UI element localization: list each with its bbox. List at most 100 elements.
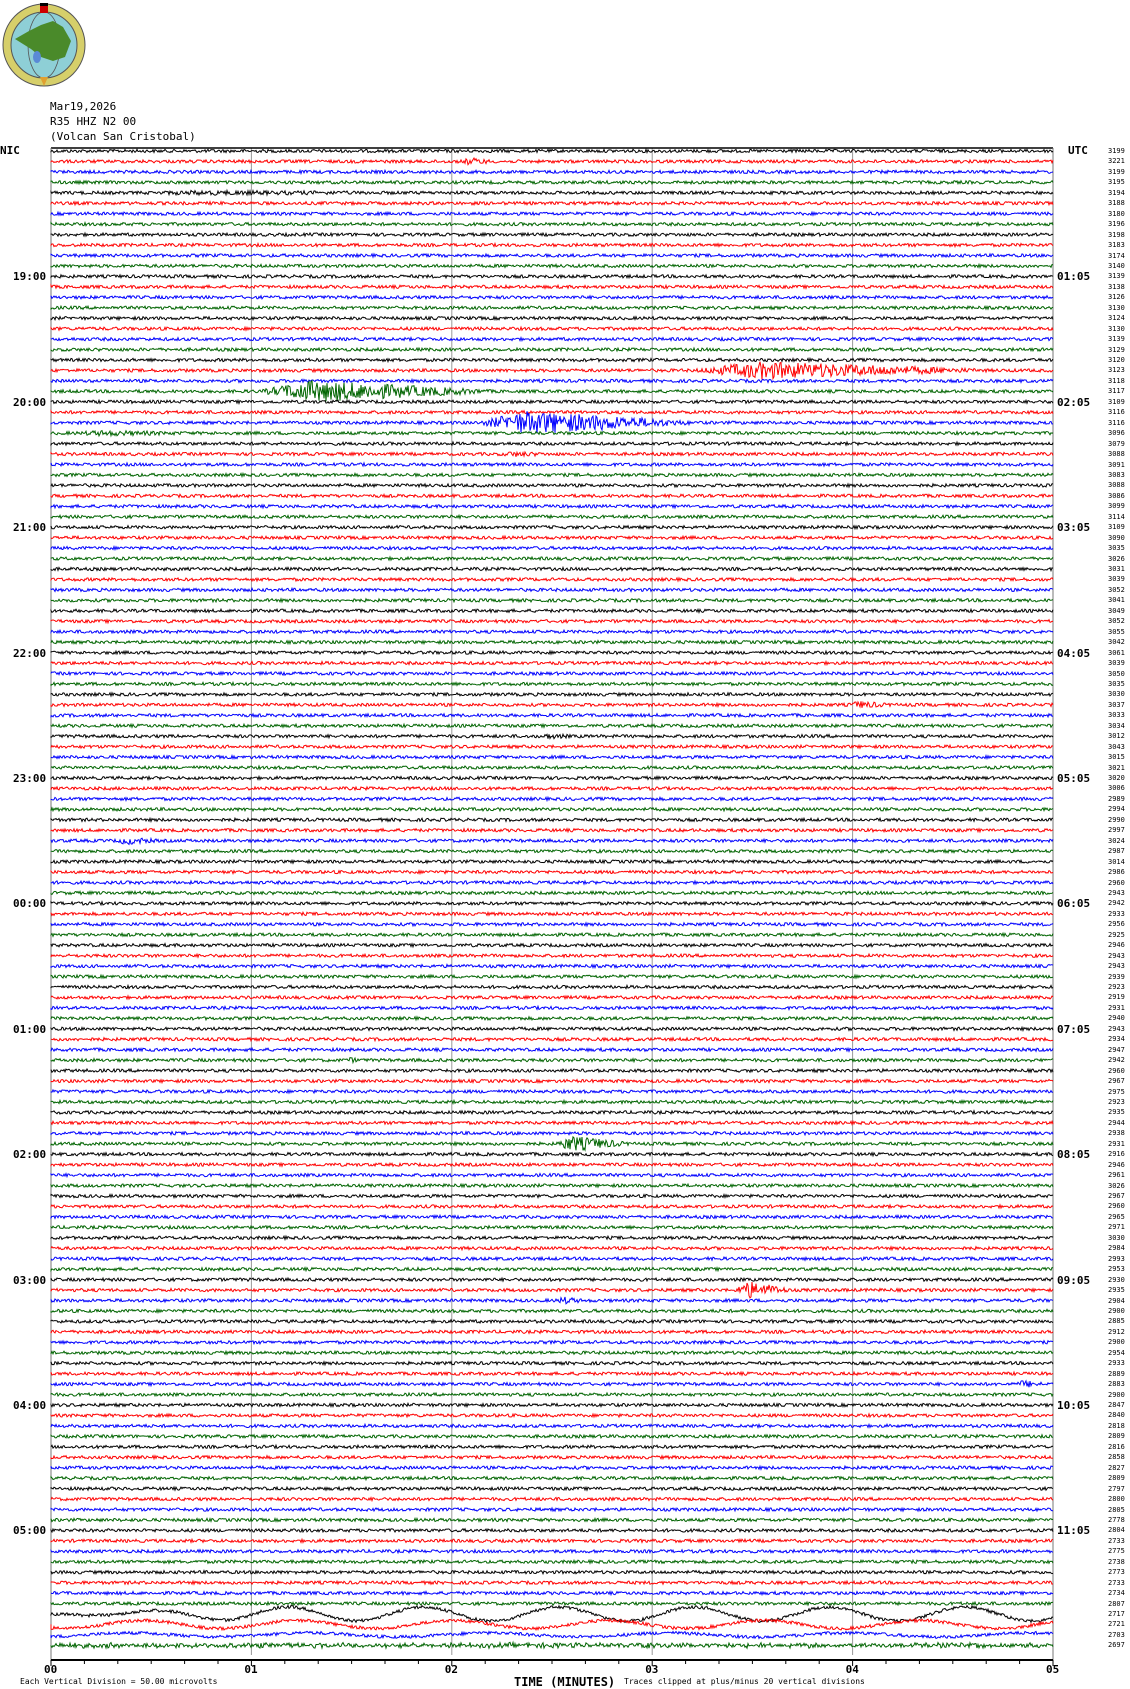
left-hour-label: 22:00: [13, 646, 47, 660]
left-hour-label: 19:00: [13, 270, 47, 284]
station-code: R35 HHZ N2 00: [50, 115, 137, 128]
seismic-trace: [50, 1015, 1054, 1022]
seismic-trace: [50, 1046, 1054, 1053]
seismic-trace: [50, 147, 1054, 155]
trace-offset-label: 2900: [1108, 1306, 1125, 1315]
record-date: Mar19,2026: [50, 100, 117, 113]
trace-offset-label: 2986: [1108, 868, 1125, 877]
trace-offset-label: 3030: [1108, 1233, 1125, 1242]
seismic-trace: [50, 1056, 1054, 1065]
trace-offset-label: 2938: [1108, 1129, 1125, 1138]
left-hour-label: 00:00: [13, 897, 47, 911]
seismic-trace: [50, 231, 1054, 238]
seismic-trace: [50, 1078, 1054, 1085]
seismic-trace: [50, 848, 1054, 855]
seismic-trace: [50, 1119, 1054, 1127]
trace-offset-label: 3139: [1108, 335, 1125, 344]
seismic-trace: [50, 1307, 1054, 1315]
trace-offset-label: 2885: [1108, 1317, 1125, 1326]
trace-offset-label: 2987: [1108, 847, 1125, 856]
trace-offset-label: 2809: [1108, 1474, 1125, 1483]
seismic-trace: [50, 659, 1054, 667]
trace-offset-label: 2916: [1108, 1150, 1125, 1159]
trace-offset-label: 3006: [1108, 784, 1125, 793]
seismic-trace: [50, 1464, 1054, 1471]
seismic-trace: [50, 1379, 1054, 1388]
seismic-trace: [50, 1360, 1054, 1367]
seismic-trace: [50, 210, 1054, 217]
seismic-trace: [50, 1485, 1054, 1492]
seismic-trace: [50, 743, 1054, 750]
seismic-trace: [50, 764, 1054, 771]
seismic-trace: [50, 973, 1054, 980]
seismic-trace: [50, 471, 1054, 479]
seismic-trace: [50, 1036, 1054, 1043]
seismic-trace: [50, 1339, 1054, 1346]
seismic-trace: [50, 1192, 1054, 1200]
trace-offset-label: 3129: [1108, 345, 1125, 354]
trace-offset-label: 3031: [1108, 565, 1125, 573]
trace-offset-label: 3099: [1108, 502, 1125, 511]
left-hour-label: 03:00: [13, 1273, 47, 1287]
left-timezone: NIC: [0, 144, 20, 157]
seismic-trace: [50, 1224, 1054, 1231]
trace-offset-label: 3096: [1108, 429, 1125, 438]
trace-offset-label: 3052: [1108, 617, 1125, 626]
seismic-trace: [50, 492, 1054, 499]
trace-offset-label: 2943: [1108, 951, 1125, 960]
trace-offset-label: 2703: [1108, 1630, 1125, 1639]
seismic-trace: [50, 910, 1054, 917]
seismic-trace: [50, 1391, 1054, 1398]
trace-offset-label: 3039: [1108, 659, 1125, 668]
seismic-trace: [50, 586, 1054, 593]
trace-offset-label: 2954: [1108, 1348, 1125, 1357]
seismic-trace: [50, 1296, 1054, 1305]
seismic-trace: [50, 1370, 1054, 1377]
x-tick-label: 03: [645, 1663, 659, 1676]
trace-offset-label: 3109: [1108, 397, 1125, 406]
seismic-trace: [50, 774, 1054, 782]
seismic-trace: [50, 168, 1054, 176]
seismic-trace: [50, 1266, 1054, 1273]
seismic-trace: [50, 1281, 1054, 1299]
seismic-trace: [50, 858, 1054, 865]
right-timezone: UTC: [1068, 144, 1088, 157]
seismic-trace: [50, 816, 1054, 823]
trace-offset-label: 3196: [1108, 220, 1125, 229]
seismic-trace: [50, 921, 1054, 928]
trace-offset-label: 2925: [1108, 930, 1125, 939]
seismic-trace: [50, 461, 1054, 468]
seismic-trace: [50, 1454, 1054, 1461]
seismic-trace: [50, 1443, 1054, 1450]
trace-offset-label: 2797: [1108, 1484, 1125, 1493]
trace-offset-label: 3109: [1108, 523, 1125, 532]
trace-offset-label: 3086: [1108, 491, 1125, 500]
seismic-trace: [50, 294, 1054, 301]
seismic-trace: [50, 1579, 1054, 1586]
seismic-trace: [50, 994, 1054, 1001]
seismic-trace: [50, 273, 1054, 280]
trace-offset-label: 2940: [1108, 1014, 1125, 1023]
seismic-trace: [50, 336, 1054, 343]
seismic-trace: [50, 597, 1054, 604]
seismic-trace: [50, 836, 1054, 846]
trace-offset-label: 2960: [1108, 1066, 1125, 1075]
seismic-trace: [50, 1604, 1054, 1624]
seismic-trace: [50, 670, 1054, 677]
trace-offset-label: 3116: [1108, 408, 1125, 417]
seismic-trace: [50, 1475, 1054, 1482]
trace-offset-label: 2942: [1108, 899, 1125, 908]
ineter-logo: [1, 1, 87, 87]
trace-offset-label: 2984: [1108, 1244, 1125, 1253]
trace-offset-label: 2961: [1108, 1171, 1125, 1180]
trace-offset-label: 3088: [1108, 481, 1125, 490]
seismic-trace: [50, 785, 1053, 792]
seismic-trace: [50, 1527, 1054, 1534]
trace-offset-label: 3035: [1108, 679, 1125, 688]
left-hour-label: 20:00: [13, 395, 47, 409]
trace-offset-label: 3061: [1108, 648, 1125, 657]
trace-offset-label: 2947: [1108, 1045, 1125, 1054]
seismic-trace: [50, 1401, 1054, 1409]
seismic-trace: [50, 931, 1054, 938]
trace-offset-label: 3126: [1108, 293, 1125, 302]
